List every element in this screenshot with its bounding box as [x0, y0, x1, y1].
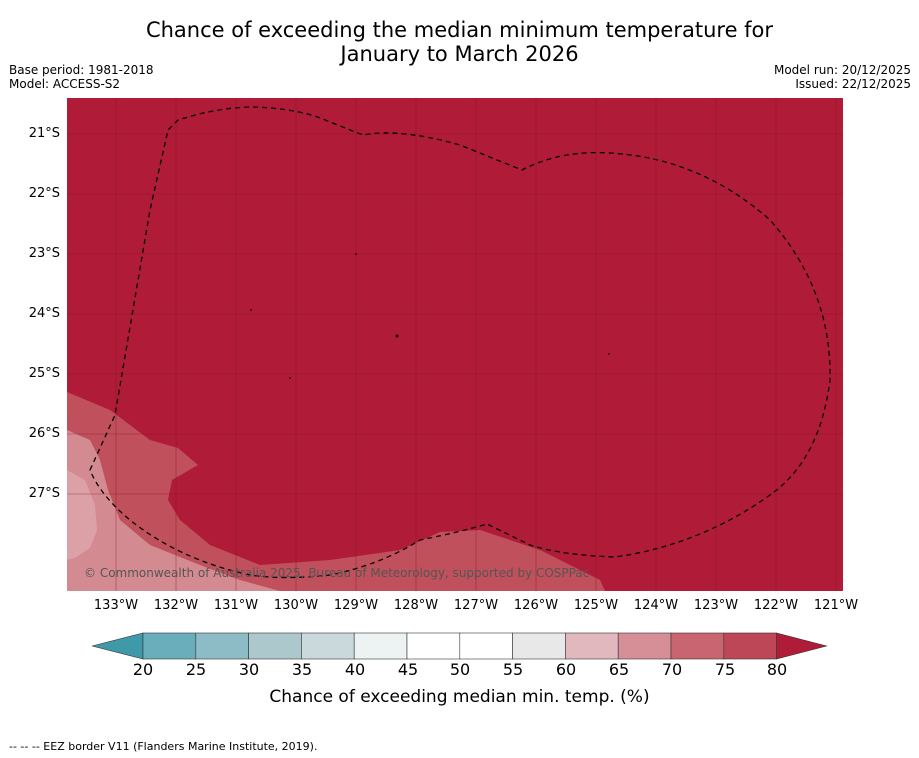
colorbar-tick: 70 [661, 660, 683, 679]
issued-date: Issued: 22/12/2025 [795, 77, 911, 91]
island-marker [250, 309, 252, 311]
title-line-1: Chance of exceeding the median minimum t… [145, 18, 774, 42]
colorbar-segment [195, 632, 249, 660]
lon-label: 127°W [453, 598, 499, 613]
island-marker [395, 334, 399, 338]
lon-label: 123°W [693, 598, 739, 613]
colorbar-segment [353, 632, 408, 660]
eez-footnote: -- -- -- EEZ border V11 (Flanders Marine… [9, 740, 318, 753]
colorbar-tick: 80 [766, 660, 788, 679]
colorbar [91, 632, 828, 660]
eez-border [89, 106, 831, 579]
lat-label: 25°S [28, 366, 60, 381]
colorbar-tick: 35 [291, 660, 313, 679]
colorbar-segment [512, 632, 566, 660]
islands [250, 253, 610, 379]
meta-left: Base period: 1981-2018 Model: ACCESS-S2 [9, 63, 154, 91]
band-70 [67, 430, 280, 591]
lon-label: 133°W [93, 598, 139, 613]
lat-label: 27°S [28, 486, 60, 501]
colorbar-segment [617, 632, 672, 660]
model-run: Model run: 20/12/2025 [773, 63, 911, 77]
colorbar-segment [670, 632, 725, 660]
colorbar-segment [723, 632, 777, 660]
colorbar-tick: 50 [449, 660, 471, 679]
lat-label: 23°S [28, 246, 60, 261]
lat-label: 26°S [28, 426, 60, 441]
title-line-2: January to March 2026 [340, 42, 579, 66]
lon-label: 124°W [633, 598, 679, 613]
lat-label: 21°S [28, 126, 60, 141]
meta-right: Model run: 20/12/2025 Issued: 22/12/2025 [774, 63, 911, 91]
lon-label: 132°W [153, 598, 199, 613]
model-name: Model: ACCESS-S2 [9, 77, 121, 91]
colorbar-tick: 55 [502, 660, 524, 679]
lat-label: 22°S [28, 186, 60, 201]
island-marker [289, 377, 291, 379]
lon-label: 122°W [753, 598, 799, 613]
colorbar-segment [301, 632, 355, 660]
colorbar-extend-high [776, 632, 828, 660]
band-65 [67, 470, 97, 560]
copyright-notice: © Commonwealth of Australia 2025, Bureau… [84, 566, 590, 580]
island-marker [355, 253, 357, 255]
lon-label: 128°W [393, 598, 439, 613]
chart-title: Chance of exceeding the median minimum t… [0, 18, 919, 66]
graticule [67, 98, 843, 591]
lat-label: 24°S [28, 306, 60, 321]
colorbar-segment [459, 632, 513, 660]
band-75 [67, 392, 605, 591]
lon-label: 130°W [273, 598, 319, 613]
island-marker [608, 353, 610, 355]
lon-label: 129°W [333, 598, 379, 613]
colorbar-tick: 45 [397, 660, 419, 679]
colorbar-tick: 75 [714, 660, 736, 679]
colorbar-tick: 65 [608, 660, 630, 679]
colorbar-tick: 60 [555, 660, 577, 679]
colorbar-segment [406, 632, 461, 660]
colorbar-segment [248, 632, 302, 660]
colorbar-tick: 30 [238, 660, 260, 679]
lon-label: 131°W [213, 598, 259, 613]
lon-label: 125°W [573, 598, 619, 613]
colorbar-tick: 25 [185, 660, 207, 679]
colorbar-label: Chance of exceeding median min. temp. (%… [269, 687, 650, 707]
lon-label: 121°W [813, 598, 859, 613]
lon-label: 126°W [513, 598, 559, 613]
colorbar-tick: 20 [132, 660, 154, 679]
colorbar-tick: 40 [344, 660, 366, 679]
colorbar-segment [142, 632, 197, 660]
colorbar-extend-low [91, 632, 144, 660]
map-area [67, 98, 843, 591]
base-period: Base period: 1981-2018 [9, 63, 154, 77]
colorbar-segment [565, 632, 619, 660]
